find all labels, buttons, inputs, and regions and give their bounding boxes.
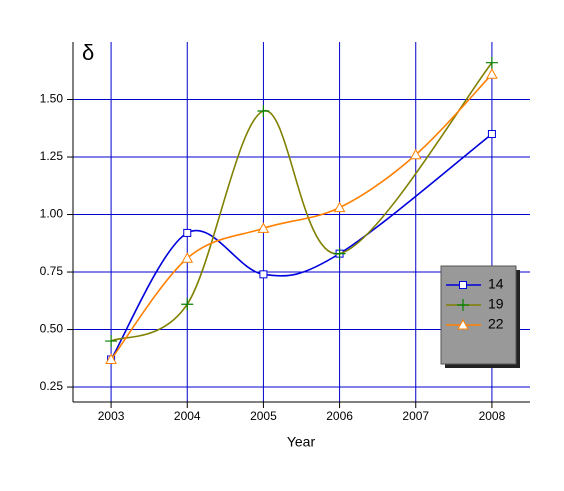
legend-marker (457, 318, 469, 330)
x-tick-label: 2008 (479, 409, 506, 423)
y-tick-label: 0.75 (40, 264, 64, 278)
y-tick-label: 1.25 (40, 149, 64, 163)
y-tick-label: 0.25 (40, 379, 64, 393)
y-tick-label: 0.50 (40, 322, 64, 336)
marker (257, 222, 270, 233)
series-line (110, 62, 493, 342)
x-tick-label: 2007 (402, 409, 429, 423)
marker (181, 252, 194, 263)
x-tick-label: 2003 (98, 409, 125, 423)
marker (259, 270, 268, 279)
series-line (110, 73, 493, 360)
x-tick-label: 2004 (174, 409, 201, 423)
series-line (110, 133, 493, 360)
legend-label: 19 (488, 296, 504, 312)
legend-label: 22 (488, 316, 504, 332)
legend-marker (457, 299, 469, 311)
marker (333, 201, 346, 213)
marker (487, 130, 496, 139)
marker (257, 105, 270, 118)
marker (105, 335, 118, 348)
y-tick-label: 1.00 (40, 207, 64, 221)
y-axis-label: δ (82, 40, 94, 65)
marker (181, 298, 194, 311)
y-tick-label: 1.50 (40, 92, 64, 106)
marker (333, 247, 346, 260)
legend-label: 14 (488, 276, 504, 292)
x-axis-label: Year (287, 434, 316, 450)
legend-marker (459, 281, 467, 289)
x-tick-label: 2006 (326, 409, 353, 423)
marker (486, 68, 498, 79)
marker (183, 228, 192, 237)
x-tick-label: 2005 (250, 409, 277, 423)
marker (485, 56, 498, 69)
marker (409, 148, 422, 160)
marker (105, 353, 117, 364)
legend-box (440, 265, 517, 365)
